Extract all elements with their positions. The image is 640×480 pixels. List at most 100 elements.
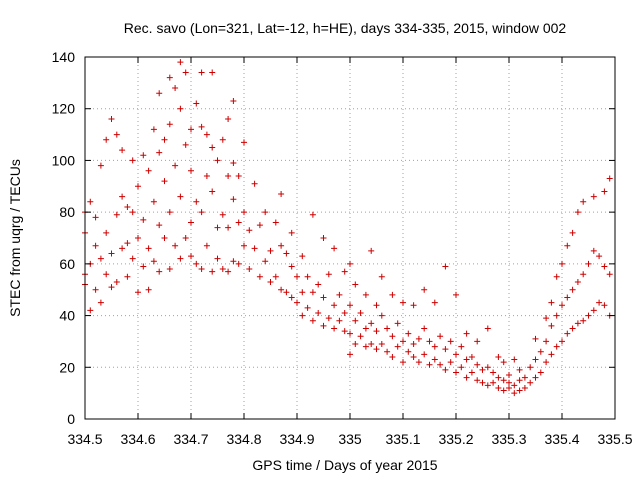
data-point-marker — [166, 266, 173, 273]
data-point-marker — [272, 219, 279, 226]
data-point-marker — [97, 299, 104, 306]
data-point-marker — [336, 291, 343, 298]
data-point-marker — [219, 266, 226, 273]
data-point-marker — [384, 325, 391, 332]
data-point-marker — [203, 131, 210, 138]
data-point-marker — [511, 382, 518, 389]
data-point-marker — [500, 387, 507, 394]
data-point-marker — [193, 260, 200, 267]
data-point-marker — [569, 325, 576, 332]
data-point-marker — [368, 341, 375, 348]
data-point-marker — [373, 346, 380, 353]
data-point-marker — [113, 131, 120, 138]
data-point-marker — [256, 222, 263, 229]
data-point-marker — [288, 294, 295, 301]
x-tick-label: 335.5 — [597, 431, 632, 447]
data-point-marker — [458, 364, 465, 371]
data-point-marker — [569, 286, 576, 293]
data-point-marker — [288, 229, 295, 236]
y-axis-ticks: 0 20 40 60 80 100 120 140 — [52, 49, 615, 427]
data-point-marker — [214, 255, 221, 262]
data-point-marker — [453, 351, 459, 358]
data-point-marker — [272, 273, 279, 280]
data-point-marker — [474, 338, 481, 345]
data-point-marker — [92, 214, 99, 221]
data-point-marker — [97, 255, 104, 262]
data-point-marker — [230, 196, 237, 203]
data-point-marker — [484, 325, 491, 332]
data-point-marker — [506, 384, 512, 391]
data-point-marker — [484, 364, 491, 371]
data-point-marker — [421, 351, 428, 358]
data-point-marker — [150, 198, 157, 205]
data-point-marker — [352, 281, 359, 288]
data-point-marker — [352, 317, 359, 324]
data-point-marker — [389, 353, 396, 360]
data-point-marker — [145, 286, 152, 293]
data-point-marker — [225, 268, 232, 275]
data-point-marker — [341, 268, 348, 275]
data-point-marker — [559, 260, 565, 267]
data-point-marker — [103, 271, 110, 278]
data-point-marker — [559, 338, 565, 345]
data-point-marker — [246, 266, 253, 273]
data-point-marker — [506, 379, 512, 386]
grid-lines — [85, 57, 615, 419]
x-tick-label: 335.2 — [438, 431, 473, 447]
data-point-marker — [431, 299, 438, 306]
data-point-marker — [564, 294, 571, 301]
data-point-marker — [405, 330, 412, 337]
data-point-marker — [468, 369, 475, 376]
chart-title: Rec. savo (Lon=321, Lat=-12, h=HE), days… — [124, 20, 567, 36]
x-tick-label: 335.1 — [385, 431, 420, 447]
data-point-marker — [304, 273, 311, 280]
data-point-marker — [521, 384, 528, 391]
data-point-marker — [580, 317, 587, 324]
data-point-marker — [161, 178, 168, 185]
data-point-marker — [405, 348, 412, 355]
data-point-marker — [129, 157, 136, 164]
data-point-marker — [463, 330, 470, 337]
data-point-marker — [193, 100, 200, 107]
data-point-marker — [553, 343, 560, 350]
data-point-marker — [574, 209, 581, 216]
data-point-marker — [495, 353, 502, 360]
data-point-marker — [362, 325, 369, 332]
data-point-marker — [235, 172, 242, 179]
data-point-marker — [177, 255, 184, 262]
data-point-marker — [283, 250, 290, 257]
data-point-marker — [394, 320, 401, 327]
data-point-marker — [553, 312, 560, 319]
y-tick-label: 140 — [52, 49, 76, 65]
data-point-marker — [585, 312, 592, 319]
data-point-marker — [431, 343, 438, 350]
data-point-marker — [315, 281, 322, 288]
data-point-marker — [410, 341, 417, 348]
data-point-marker — [474, 377, 481, 384]
data-point-marker — [209, 69, 216, 76]
data-point-marker — [357, 333, 364, 340]
data-point-marker — [87, 307, 94, 314]
data-point-marker — [119, 245, 126, 252]
data-point-marker — [92, 242, 99, 249]
data-point-marker — [198, 123, 205, 130]
data-point-marker — [331, 245, 338, 252]
data-point-marker — [108, 284, 115, 291]
data-point-marker — [596, 299, 603, 306]
y-tick-label: 80 — [59, 204, 75, 220]
data-point-marker — [309, 289, 316, 296]
data-point-marker — [172, 85, 179, 92]
data-point-marker — [267, 278, 274, 285]
data-point-marker — [288, 263, 295, 270]
data-point-marker — [400, 299, 406, 306]
data-point-marker — [294, 299, 300, 306]
data-point-marker — [188, 126, 194, 133]
data-point-marker — [108, 250, 115, 257]
data-point-marker — [368, 247, 375, 254]
data-point-marker — [500, 359, 507, 366]
data-point-marker — [548, 322, 555, 329]
data-point-marker — [325, 271, 332, 278]
data-point-marker — [479, 366, 486, 373]
data-point-marker — [463, 374, 470, 381]
x-axis-label: GPS time / Days of year 2015 — [252, 457, 437, 473]
